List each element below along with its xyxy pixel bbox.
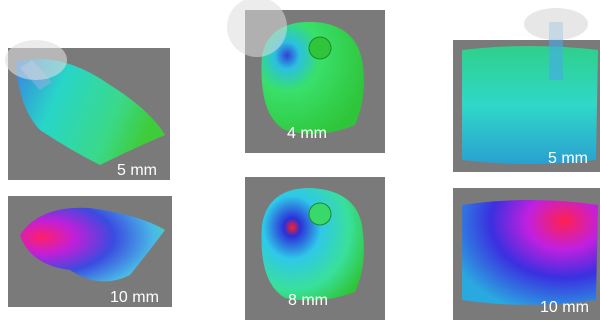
panel-label: 10 mm bbox=[540, 299, 589, 316]
scan-eye bbox=[309, 203, 331, 225]
figure: 5 mm 10 mm 4 mm 8 mm 5 mm 10 mm bbox=[0, 0, 601, 331]
panel-label: 5 mm bbox=[117, 162, 157, 179]
scan-surface bbox=[261, 188, 363, 300]
panel-label: 10 mm bbox=[110, 289, 159, 306]
scan-surface bbox=[462, 46, 598, 164]
probe-plate bbox=[524, 8, 588, 40]
panel-label: 8 mm bbox=[288, 292, 328, 309]
scan-eye bbox=[309, 37, 331, 59]
panel-label: 4 mm bbox=[287, 125, 327, 142]
probe-plate bbox=[5, 40, 67, 80]
panel-label: 5 mm bbox=[548, 150, 588, 167]
scan-surface bbox=[462, 200, 598, 305]
